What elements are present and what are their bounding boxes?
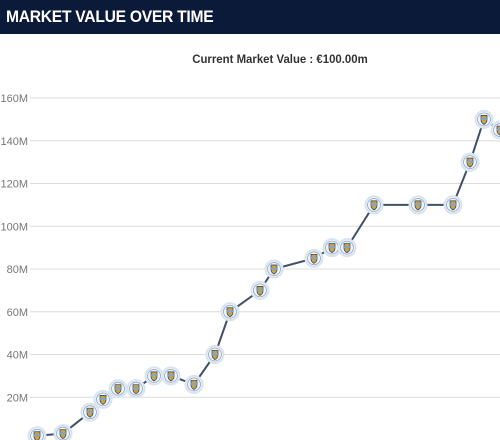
crest-shield-icon — [114, 384, 122, 395]
data-point-19[interactable] — [460, 152, 480, 172]
crest-shield-icon — [132, 384, 140, 395]
crest-band — [329, 246, 335, 249]
crest-band — [212, 353, 218, 355]
data-point-13[interactable] — [304, 248, 324, 268]
crest-band — [371, 203, 377, 206]
data-point-20[interactable] — [474, 109, 494, 129]
crest-band — [257, 289, 263, 291]
data-point-18[interactable] — [443, 195, 463, 215]
data-point-6[interactable] — [144, 366, 164, 386]
value-line — [36, 117, 500, 437]
crest-band — [151, 374, 157, 377]
crest-shield-icon — [167, 371, 175, 382]
crest-shield-icon — [86, 407, 94, 418]
y-tick-label-80: 80M — [7, 264, 28, 276]
data-point-21[interactable] — [490, 120, 500, 140]
y-tick-label-160: 160M — [0, 93, 28, 105]
current-market-value: Current Market Value : €100.00m — [192, 52, 368, 66]
crest-band — [467, 160, 473, 163]
crest-shield-icon — [414, 200, 422, 211]
crest-shield-icon — [370, 200, 378, 211]
crest-shield-icon — [449, 200, 457, 211]
data-point-16[interactable] — [364, 195, 384, 215]
crest-band — [87, 411, 93, 413]
crest-shield-icon — [343, 243, 351, 254]
crest-band — [227, 310, 233, 313]
data-point-3[interactable] — [93, 389, 113, 409]
y-axis-ticks: 20M 40M 60M 80M 100M 120M 140M 160M — [0, 93, 28, 404]
y-tick-label-40: 40M — [7, 350, 28, 362]
data-point-10[interactable] — [220, 302, 240, 322]
crest-shield-icon — [150, 371, 158, 382]
crest-band — [100, 398, 106, 400]
crest-band — [191, 383, 197, 385]
crest-band — [450, 203, 456, 206]
series-line — [36, 117, 500, 437]
data-point-5[interactable] — [126, 379, 146, 399]
crest-band — [415, 203, 421, 206]
crest-band — [311, 257, 317, 259]
crest-shield-icon — [270, 264, 278, 275]
data-points — [27, 109, 500, 440]
crest-shield-icon — [211, 350, 219, 360]
data-point-11[interactable] — [250, 280, 270, 300]
crest-band — [115, 387, 121, 390]
crest-band — [271, 267, 277, 270]
data-point-4[interactable] — [108, 379, 128, 399]
crest-band — [497, 128, 500, 131]
data-point-17[interactable] — [408, 195, 428, 215]
y-tick-label-100: 100M — [0, 221, 28, 233]
crest-shield-icon — [256, 286, 264, 296]
header-bar: MARKET VALUE OVER TIME — [0, 0, 500, 34]
data-point-0[interactable] — [27, 426, 47, 440]
crest-band — [34, 434, 40, 437]
crest-band — [168, 374, 174, 377]
y-tick-label-140: 140M — [0, 136, 28, 148]
data-point-12[interactable] — [264, 259, 284, 279]
data-point-7[interactable] — [161, 366, 181, 386]
crest-shield-icon — [496, 125, 500, 136]
crest-band — [344, 246, 350, 249]
crest-shield-icon — [226, 307, 234, 318]
crest-shield-icon — [328, 243, 336, 254]
grid-lines — [30, 97, 500, 398]
page-title: MARKET VALUE OVER TIME — [6, 7, 214, 26]
crest-band — [60, 432, 66, 434]
data-point-2[interactable] — [80, 402, 100, 422]
crest-band — [481, 118, 487, 120]
crest-shield-icon — [466, 157, 474, 168]
data-point-9[interactable] — [205, 345, 225, 364]
y-tick-label-20: 20M — [7, 392, 28, 404]
data-point-8[interactable] — [184, 374, 204, 394]
y-tick-label-120: 120M — [0, 179, 28, 191]
crest-shield-icon — [99, 395, 107, 405]
data-point-15[interactable] — [337, 238, 357, 258]
crest-band — [133, 387, 139, 390]
crest-shield-icon — [59, 429, 67, 439]
crest-shield-icon — [480, 115, 488, 125]
crest-shield-icon — [310, 253, 318, 264]
crest-shield-icon — [190, 380, 198, 390]
y-tick-label-60: 60M — [7, 307, 28, 319]
data-point-1[interactable] — [53, 424, 73, 440]
